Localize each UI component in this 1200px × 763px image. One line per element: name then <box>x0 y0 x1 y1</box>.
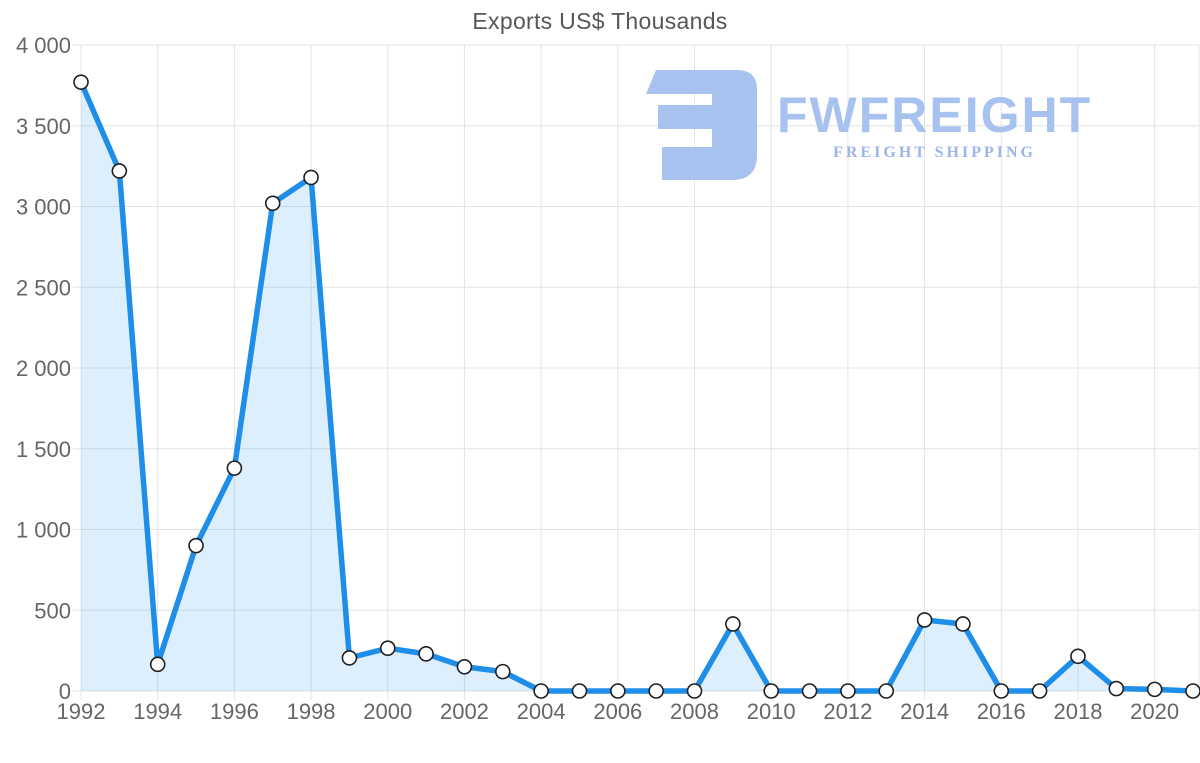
data-point-2006[interactable] <box>610 683 626 699</box>
y-tick-label-2000: 2 000 <box>16 356 71 381</box>
x-tick-label-2008: 2008 <box>670 699 719 724</box>
data-point-2007[interactable] <box>648 683 664 699</box>
x-tick-label-2010: 2010 <box>747 699 796 724</box>
y-tick-label-3000: 3 000 <box>16 195 71 220</box>
data-point-2000[interactable] <box>379 640 396 657</box>
data-point-1993[interactable] <box>111 163 128 179</box>
x-tick-label-2012: 2012 <box>823 699 872 724</box>
data-point-2017[interactable] <box>1031 683 1048 699</box>
data-point-2011[interactable] <box>801 683 818 699</box>
data-point-2003[interactable] <box>494 663 511 680</box>
data-point-1997[interactable] <box>264 195 281 212</box>
y-tick-label-500: 500 <box>34 598 71 623</box>
data-point-2013[interactable] <box>878 683 895 699</box>
data-point-2021[interactable] <box>1185 683 1200 699</box>
data-point-1996[interactable] <box>226 460 243 476</box>
data-point-2002[interactable] <box>456 658 473 675</box>
y-tick-label-1000: 1 000 <box>16 518 71 543</box>
data-point-2014[interactable] <box>916 612 933 628</box>
data-point-2010[interactable] <box>763 683 780 699</box>
y-tick-label-1500: 1 500 <box>16 437 71 462</box>
x-tick-label-1992: 1992 <box>57 699 106 724</box>
y-tick-label-4000: 4 000 <box>16 33 71 58</box>
data-point-1995[interactable] <box>188 537 204 554</box>
x-tick-label-1998: 1998 <box>287 699 336 724</box>
x-tick-label-1996: 1996 <box>210 699 259 724</box>
data-point-2015[interactable] <box>955 616 971 632</box>
data-point-2009[interactable] <box>725 616 741 632</box>
x-tick-label-2006: 2006 <box>593 699 642 724</box>
data-point-2016[interactable] <box>993 683 1010 699</box>
data-point-1994[interactable] <box>149 656 166 673</box>
data-point-1999[interactable] <box>341 650 358 666</box>
y-tick-label-3500: 3 500 <box>16 114 71 139</box>
data-point-2012[interactable] <box>840 683 856 699</box>
x-tick-label-2020: 2020 <box>1130 699 1179 724</box>
y-tick-label-2500: 2 500 <box>16 275 71 300</box>
data-point-1998[interactable] <box>303 169 319 186</box>
x-tick-label-2016: 2016 <box>977 699 1026 724</box>
data-point-2008[interactable] <box>686 683 703 699</box>
series-area-fill <box>81 82 1193 691</box>
y-tick-label-0: 0 <box>59 679 71 704</box>
chart-title: Exports US$ Thousands <box>472 8 728 34</box>
data-point-2001[interactable] <box>418 646 434 662</box>
x-tick-label-2014: 2014 <box>900 699 949 724</box>
data-point-2019[interactable] <box>1108 680 1125 697</box>
data-point-1992[interactable] <box>73 74 89 90</box>
x-tick-label-2018: 2018 <box>1053 699 1102 724</box>
data-point-2018[interactable] <box>1070 648 1086 665</box>
data-point-2020[interactable] <box>1146 681 1163 698</box>
x-tick-label-2004: 2004 <box>517 699 566 724</box>
x-tick-label-2002: 2002 <box>440 699 489 724</box>
x-tick-label-1994: 1994 <box>133 699 182 724</box>
data-point-2005[interactable] <box>571 683 588 699</box>
data-point-2004[interactable] <box>533 683 549 699</box>
x-tick-label-2000: 2000 <box>363 699 412 724</box>
